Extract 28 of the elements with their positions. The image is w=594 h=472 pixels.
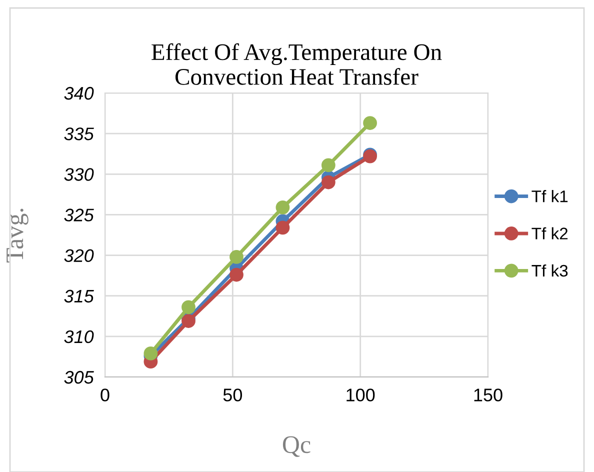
point <box>144 346 158 360</box>
y-tick-label: 335 <box>64 128 94 140</box>
point <box>363 116 377 130</box>
y-tick-label: 320 <box>64 249 94 262</box>
point <box>182 314 196 328</box>
point <box>230 268 244 282</box>
x-tick-label: 0 <box>100 388 110 402</box>
y-tick-label: 305 <box>64 370 94 384</box>
y-tick-label: 315 <box>64 290 94 303</box>
y-tick-label: 330 <box>64 168 94 181</box>
chart-title: Effect Of Avg.Temperature On Convection Heat Transfer <box>152 43 442 85</box>
point <box>321 158 336 172</box>
y-axis-title: Tavg. <box>6 208 28 262</box>
point <box>276 200 290 214</box>
legend-label: Tf k1 <box>532 190 568 202</box>
x-tick-label: 150 <box>474 388 502 402</box>
x-axis-title: Qc <box>282 436 310 457</box>
x-tick-label: 50 <box>223 388 242 402</box>
legend-label: Tf k2 <box>532 227 568 240</box>
point <box>182 300 196 314</box>
point <box>230 250 244 264</box>
y-tick-label: 325 <box>64 208 94 222</box>
point <box>321 175 336 190</box>
point <box>276 220 290 235</box>
legend-label: Tf k3 <box>532 264 568 277</box>
y-tick-label: 340 <box>64 86 94 100</box>
y-tick-label: 310 <box>64 330 94 344</box>
x-tick-label: 100 <box>346 388 375 402</box>
